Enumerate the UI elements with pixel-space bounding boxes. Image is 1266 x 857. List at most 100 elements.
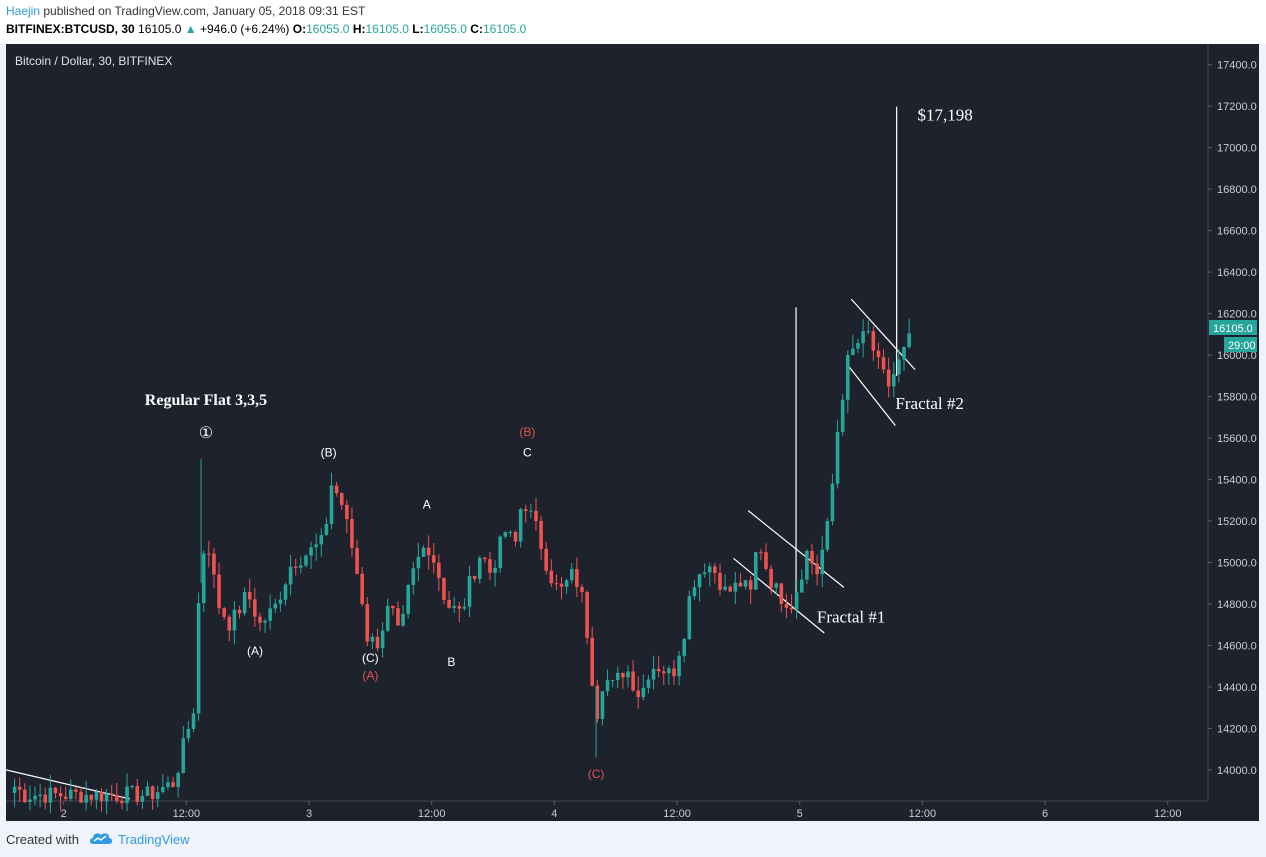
candle-body: [845, 354, 850, 400]
tradingview-cloud-icon[interactable]: [88, 830, 114, 851]
candle-body: [523, 509, 528, 511]
trend-line-bottom: [5, 769, 131, 800]
candle-body: [207, 553, 211, 555]
wave-label: (A): [247, 644, 263, 658]
low-value: 16055.0: [423, 22, 467, 36]
candle-body: [549, 570, 554, 584]
candle-body: [437, 562, 441, 578]
candle-body: [411, 568, 416, 585]
candle-body: [457, 605, 462, 609]
chart-area[interactable]: 14000.0 14200.0 14400.0 14600.0 14800.0 15000…: [5, 44, 1259, 821]
candle-body: [779, 583, 784, 604]
candle-body: [217, 574, 221, 609]
candle-body: [774, 583, 779, 588]
candle-body: [375, 636, 380, 649]
candle-body: [738, 582, 743, 587]
countdown-badge: 29:00: [1224, 337, 1257, 352]
candle-body: [89, 794, 94, 800]
price-tick-label: 17400.0: [1217, 60, 1257, 72]
candle-body: [866, 331, 871, 333]
candle-body: [805, 550, 809, 580]
candle-body: [63, 796, 68, 799]
candle-body: [580, 586, 584, 592]
candle-body: [605, 680, 610, 692]
candle-body: [176, 772, 180, 787]
candle-body: [856, 343, 860, 349]
candle-body: [753, 552, 758, 590]
time-tick-label: 12:00: [1154, 808, 1182, 820]
candle-body: [590, 637, 594, 686]
price-tick-label: 17200.0: [1217, 101, 1257, 113]
candle-body: [247, 591, 252, 600]
fractal-1-lower: [733, 557, 825, 634]
candle-body: [130, 786, 134, 788]
candle-body: [227, 616, 232, 631]
candle-body: [166, 782, 170, 788]
wave-label: B: [447, 655, 455, 669]
candle-body: [825, 521, 830, 550]
candle-body: [815, 563, 819, 575]
author-link[interactable]: Haejin: [6, 4, 41, 18]
time-tick-label: 3: [306, 808, 312, 820]
candle-body: [385, 605, 390, 631]
pattern-title: Regular Flat 3,3,5: [145, 392, 267, 409]
candle-body: [345, 504, 349, 520]
wave-label: (C): [362, 651, 379, 665]
candle-body: [273, 603, 278, 609]
wave-label-red: (C): [588, 767, 605, 781]
fractal-label: $17,198: [917, 106, 972, 125]
candle-body: [242, 591, 247, 614]
time-tick-label: 12:00: [909, 808, 937, 820]
candle-body: [319, 534, 324, 545]
price-tick-label: 15400.0: [1217, 475, 1257, 487]
candle-body: [23, 789, 27, 802]
candle-body: [115, 795, 119, 801]
candle-body: [508, 531, 513, 533]
open-label: O:: [292, 22, 307, 36]
candle-body: [48, 787, 53, 803]
candle-body: [426, 547, 431, 556]
candle-body: [529, 510, 533, 512]
candle-body: [784, 603, 789, 608]
candle-body: [871, 331, 876, 351]
candle-body: [74, 789, 78, 792]
candle-body: [544, 548, 548, 571]
candle-body: [595, 685, 600, 719]
candle-body: [181, 738, 186, 773]
candle-body: [416, 556, 421, 569]
candle-body: [513, 531, 518, 542]
tradingview-link[interactable]: TradingView: [118, 832, 190, 847]
candle-body: [283, 584, 288, 600]
candle-body: [109, 793, 114, 796]
open-value: 16055.0: [306, 22, 350, 36]
candle-body: [881, 357, 886, 370]
candle-body: [94, 791, 99, 800]
candle-body: [559, 583, 564, 587]
candle-body: [53, 787, 58, 794]
candle-body: [334, 485, 339, 494]
price-tick-label: 16200.0: [1217, 309, 1257, 321]
close-label: C:: [470, 22, 483, 36]
time-tick-label: 5: [797, 808, 803, 820]
price-tick-label: 16600.0: [1217, 226, 1257, 238]
candle-body: [886, 369, 891, 387]
symbol-line: BITFINEX:BTCUSD, 30 16105.0 ▲ +946.0 (+6…: [6, 22, 526, 36]
candle-body: [759, 552, 763, 554]
candle-body: [38, 794, 42, 796]
candlestick-chart[interactable]: 14000.0 14200.0 14400.0 14600.0 14800.0 15000…: [5, 44, 1259, 821]
candle-body: [288, 566, 293, 585]
candle-body: [621, 672, 625, 678]
candle-body: [733, 582, 738, 592]
candle-body: [135, 786, 140, 802]
time-tick-label: 12:00: [173, 808, 201, 820]
candle-body: [902, 347, 906, 360]
price-tick-label: 14400.0: [1217, 682, 1257, 694]
candle-body: [539, 521, 543, 549]
candle-body: [406, 584, 410, 614]
candle-body: [309, 547, 313, 556]
price-badge: 16105.0: [1209, 320, 1257, 335]
fractal-label: Fractal #2: [895, 394, 963, 413]
wave-label: (B): [321, 446, 337, 460]
candle-body: [631, 671, 635, 691]
candle-body: [431, 555, 436, 563]
